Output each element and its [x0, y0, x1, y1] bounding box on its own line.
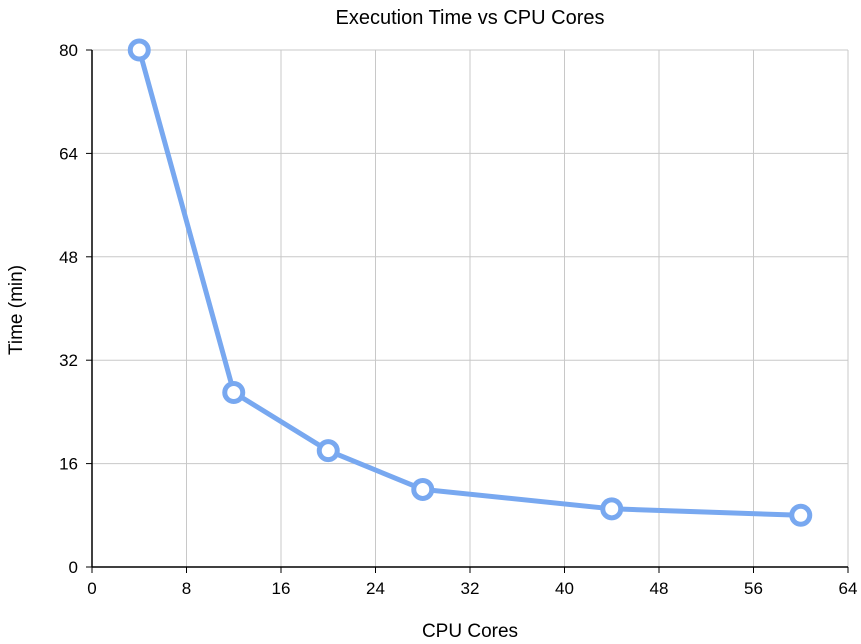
series	[127, 38, 813, 527]
y-tick-label: 16	[59, 455, 78, 474]
data-point	[222, 381, 246, 405]
y-tick-label: 64	[59, 144, 78, 163]
x-tick-label: 0	[87, 579, 96, 598]
data-point	[127, 38, 151, 62]
x-axis-label: CPU Cores	[422, 621, 518, 642]
x-tick-label: 40	[555, 579, 574, 598]
data-point	[600, 497, 624, 521]
y-axis-label: Time (min)	[6, 265, 27, 355]
y-tick-label: 32	[59, 351, 78, 370]
data-point	[789, 503, 813, 527]
x-tick-label: 64	[839, 579, 858, 598]
data-point	[411, 477, 435, 501]
x-tick-label: 56	[744, 579, 763, 598]
grid	[92, 49, 849, 567]
x-tick-label: 32	[461, 579, 480, 598]
x-tick-label: 48	[650, 579, 669, 598]
x-tick-label: 24	[366, 579, 385, 598]
y-tick-label: 0	[69, 558, 78, 577]
chart-title: Execution Time vs CPU Cores	[336, 7, 605, 29]
data-point	[316, 439, 340, 463]
x-tick-label: 16	[272, 579, 291, 598]
y-tick-label: 48	[59, 248, 78, 267]
y-tick-label: 80	[59, 41, 78, 60]
ticks: 0 8 16 24 32 40 48 56 64 0 16 32 48 64 80	[59, 41, 857, 598]
x-tick-label: 8	[182, 579, 191, 598]
series-line	[136, 47, 804, 518]
